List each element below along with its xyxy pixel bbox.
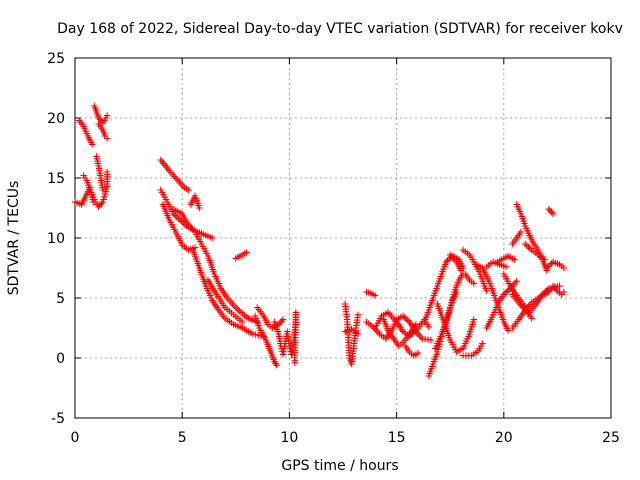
data-point	[545, 206, 553, 213]
data-point	[239, 318, 246, 326]
data-point	[503, 288, 511, 295]
y-tick-label: 15	[47, 171, 65, 187]
data-point	[541, 256, 548, 263]
data-point	[354, 330, 362, 338]
data-point	[371, 292, 379, 299]
data-point	[470, 316, 477, 323]
data-point	[479, 340, 486, 347]
data-point	[273, 362, 280, 369]
data-point	[98, 118, 105, 125]
data-point	[548, 260, 555, 267]
data-point	[99, 186, 107, 194]
data-point	[483, 287, 490, 294]
x-tick-label: 25	[602, 430, 620, 446]
data-point	[291, 359, 298, 366]
data-point	[549, 210, 557, 218]
y-tick-label: -5	[51, 411, 65, 427]
data-point	[528, 315, 535, 322]
data-point	[560, 264, 568, 272]
data-point	[457, 267, 465, 274]
data-point	[509, 240, 516, 248]
x-tick-label: 0	[71, 430, 80, 446]
data-point	[103, 135, 111, 142]
data-point	[522, 240, 529, 248]
gridlines	[75, 58, 611, 418]
data-point	[279, 316, 287, 323]
y-tick-label: 0	[56, 351, 65, 367]
y-tick-label: 5	[56, 291, 65, 307]
data-point	[513, 278, 520, 285]
data-point	[243, 249, 250, 256]
data-point	[276, 319, 284, 326]
y-tick-labels: -5 0 5 10 15 20 25	[47, 51, 65, 427]
data-point	[185, 186, 192, 194]
data-point	[173, 213, 181, 221]
data-point	[453, 288, 460, 296]
data-point	[88, 141, 96, 148]
x-tick-label: 15	[388, 430, 406, 446]
x-axis-label: GPS time / hours	[281, 458, 398, 474]
data-point	[354, 311, 362, 318]
y-axis-label: SDTVAR / TECUs	[6, 181, 22, 296]
y-tick-label: 25	[47, 51, 65, 67]
data-points	[71, 102, 568, 380]
data-point	[556, 282, 563, 290]
data-point	[414, 350, 422, 357]
data-point	[427, 336, 435, 344]
data-point	[404, 317, 412, 324]
data-point	[523, 242, 531, 249]
y-tick-label: 20	[47, 111, 65, 127]
data-point	[560, 288, 568, 296]
data-point	[209, 234, 216, 242]
data-point	[502, 289, 509, 297]
data-point	[502, 263, 510, 270]
plot-frame	[74, 57, 612, 419]
data-point	[278, 318, 285, 325]
data-point	[547, 207, 554, 214]
data-point	[196, 204, 203, 212]
x-tick-label: 10	[280, 430, 298, 446]
data-point	[103, 168, 111, 176]
data-point	[525, 243, 532, 251]
data-point	[286, 342, 293, 350]
x-tick-label: 20	[495, 430, 513, 446]
data-point	[548, 209, 555, 216]
data-point	[401, 314, 408, 321]
data-point	[504, 327, 512, 334]
x-tick-labels: 0 5 10 15 20 25	[71, 430, 620, 446]
y-tick-label: 10	[47, 231, 65, 247]
data-point	[96, 202, 104, 209]
data-point	[425, 323, 432, 330]
data-point	[511, 256, 518, 263]
data-point	[470, 280, 477, 287]
data-point	[103, 112, 111, 119]
chart-title: Day 168 of 2022, Sidereal Day-to-day VTE…	[57, 21, 623, 37]
data-point	[412, 321, 420, 328]
x-tick-label: 5	[178, 430, 187, 446]
